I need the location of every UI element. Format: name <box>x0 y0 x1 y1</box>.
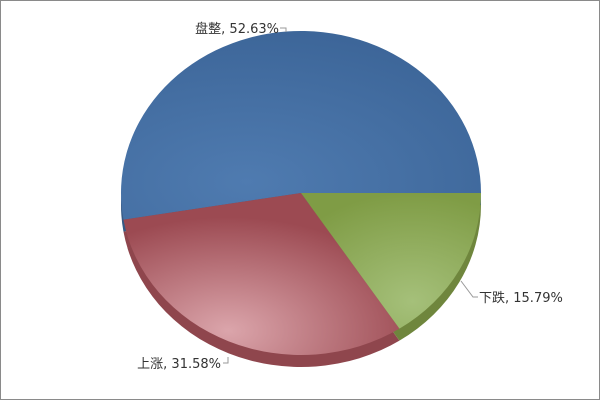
leader-line-1 <box>223 357 229 364</box>
data-label-1: 上涨, 31.58% <box>137 357 221 372</box>
pie-slice-1[interactable] <box>123 193 400 355</box>
leader-line-0 <box>280 27 287 32</box>
data-label-0: 盘整, 52.63% <box>195 21 279 37</box>
pie-slice-0[interactable] <box>121 31 481 220</box>
pie-slice-2[interactable] <box>301 193 481 329</box>
leader-line-2 <box>460 280 478 298</box>
data-label-2: 下跌, 15.79% <box>479 290 563 306</box>
